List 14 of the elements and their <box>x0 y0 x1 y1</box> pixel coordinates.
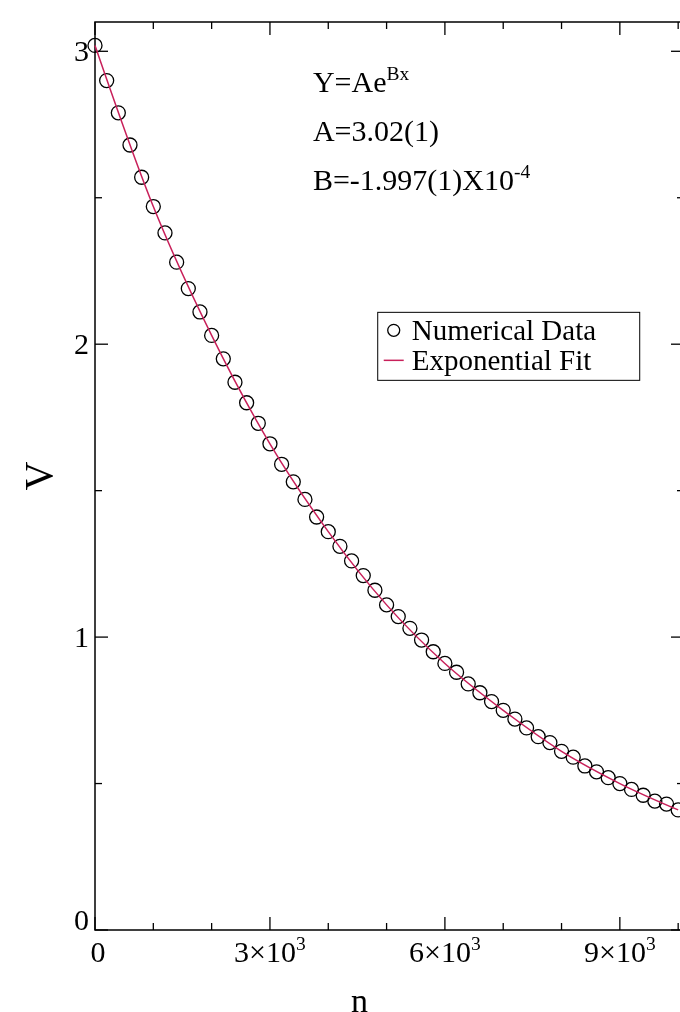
y-tick-label: 3 <box>74 34 89 68</box>
y-tick-label: 1 <box>74 620 89 654</box>
annotation: Y=Ae$^{Bx}$ <box>312 63 410 98</box>
annotation: B=-1.997(1)X10$^{-4}$ <box>312 161 531 197</box>
y-tick-label: 2 <box>74 327 89 361</box>
legend-label: Exponential Fit <box>411 344 592 377</box>
x-tick-label: 9×10$^{3}$ <box>584 933 656 968</box>
x-tick-label: 3×10$^{3}$ <box>234 933 306 968</box>
x-axis-title: n <box>351 982 368 1012</box>
x-tick-label: 6×10$^{3}$ <box>409 933 481 968</box>
y-tick-label: 0 <box>74 903 89 936</box>
annotation: A=3.02(1) <box>312 114 440 148</box>
y-axis-title: V <box>16 461 61 491</box>
legend-label: Numerical Data <box>411 314 597 347</box>
